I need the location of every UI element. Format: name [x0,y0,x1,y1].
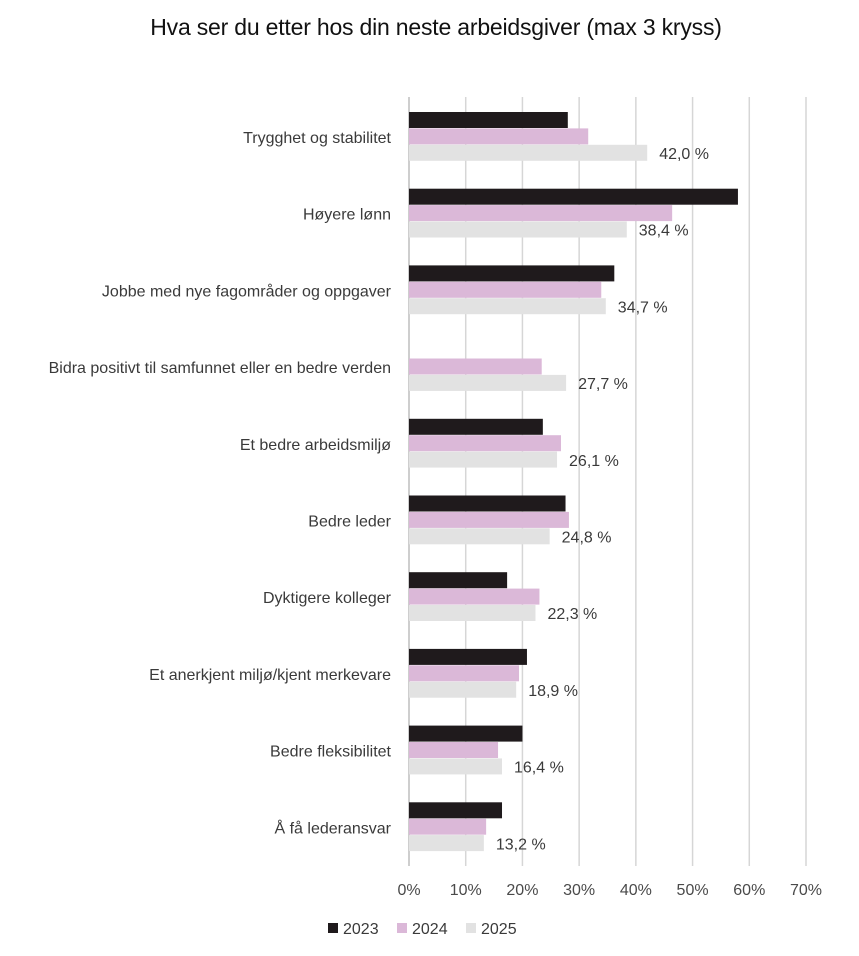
category-label: Trygghet og stabilitet [243,130,391,147]
category-label: Å få lederansvar [274,818,391,837]
bar-2025-a-fa-lederansvar [409,835,484,852]
legend-swatch-2023 [328,923,338,933]
bar-2025-trygghet-og-stabilitet [409,144,648,161]
x-tick-label: 20% [506,882,538,899]
x-tick-label: 30% [563,882,595,899]
data-label: 24,8 % [562,530,612,547]
bar-2025-jobbe-med-nye-fagomrader-og-oppgaver [409,298,606,315]
bar-2023-bedre-leder [409,495,566,512]
data-labels: 42,0 % 38,4 % 34,7 % 27,7 % 26,1 % 24,8 % 22,3… [496,146,709,853]
data-label: 22,3 % [547,606,597,623]
legend-label-2024: 2024 [412,921,448,938]
x-tick-label: 60% [733,882,765,899]
bar-2024-bedre-fleksibilitet [409,742,499,758]
legend-swatch-2025 [466,923,476,933]
legend-swatch-2024 [397,923,407,933]
bar-2024-bedre-leder [409,511,569,528]
bar-2025-bidra-positivt-til-samfunnet-eller-en-bedre-verden [409,374,567,391]
bar-2023-trygghet-og-stabilitet [409,112,568,128]
x-tick-label: 50% [677,882,709,899]
x-axis: 0% 10% 20% 30% 40% 50% 60% 70% [397,882,822,899]
bar-2024-bidra-positivt-til-samfunnet-eller-en-bedre-verden [409,358,542,375]
data-label: 34,7 % [618,299,668,316]
legend-label-2023: 2023 [343,921,379,938]
data-label: 27,7 % [578,376,628,393]
bar-2024-trygghet-og-stabilitet [409,128,589,145]
legend-label-2025: 2025 [481,921,517,938]
bar-2025-et-anerkjent-miljo-kjent-merkevare [409,681,517,698]
bar-2024-et-bedre-arbeidsmiljo [409,435,561,452]
bar-2023-dyktigere-kolleger [409,572,508,589]
category-label: Bidra positivt til samfunnet eller en be… [49,360,391,377]
data-label: 18,9 % [528,683,578,700]
bar-2024-dyktigere-kolleger [409,588,540,605]
bar-2024-et-anerkjent-miljo-kjent-merkevare [409,665,520,682]
bar-2023-jobbe-med-nye-fagomrader-og-oppgaver [409,265,615,282]
bar-2025-hoyere-lonn [409,221,627,238]
legend: 2023 2024 2025 [328,921,517,938]
data-label: 26,1 % [569,453,619,470]
bar-2023-et-anerkjent-miljo-kjent-merkevare [409,648,527,665]
bar-2025-bedre-fleksibilitet [409,758,503,775]
data-label: 13,2 % [496,836,546,853]
bar-2025-dyktigere-kolleger [409,605,536,621]
bar-2023-hoyere-lonn [409,188,738,205]
category-label: Bedre fleksibilitet [270,744,392,761]
bar-2024-a-fa-lederansvar [409,818,487,835]
x-tick-label: 40% [620,882,652,899]
chart-title: Hva ser du etter hos din neste arbeidsgi… [150,14,722,40]
data-label: 16,4 % [514,760,564,777]
category-label: Dyktigere kolleger [263,590,392,607]
bar-2023-a-fa-lederansvar [409,802,503,819]
bar-2024-hoyere-lonn [409,205,673,222]
x-tick-label: 10% [450,882,482,899]
bar-2024-jobbe-med-nye-fagomrader-og-oppgaver [409,281,602,298]
bars [409,112,738,852]
category-label: Jobbe med nye fagområder og oppgaver [102,282,392,300]
bar-2025-et-bedre-arbeidsmiljo [409,451,558,468]
category-label: Høyere lønn [303,207,391,224]
x-tick-label: 70% [790,882,822,899]
data-label: 42,0 % [659,146,709,163]
category-label: Bedre leder [308,514,391,531]
category-labels: Trygghet og stabilitet Høyere lønn Jobbe m… [49,130,392,837]
bar-2025-bedre-leder [409,528,550,545]
category-label: Et anerkjent miljø/kjent merkevare [149,667,391,684]
category-label: Et bedre arbeidsmiljø [240,437,391,454]
data-label: 38,4 % [639,223,689,240]
x-tick-label: 0% [397,882,420,899]
bar-2023-bedre-fleksibilitet [409,725,523,742]
bar-2023-et-bedre-arbeidsmiljo [409,418,543,435]
